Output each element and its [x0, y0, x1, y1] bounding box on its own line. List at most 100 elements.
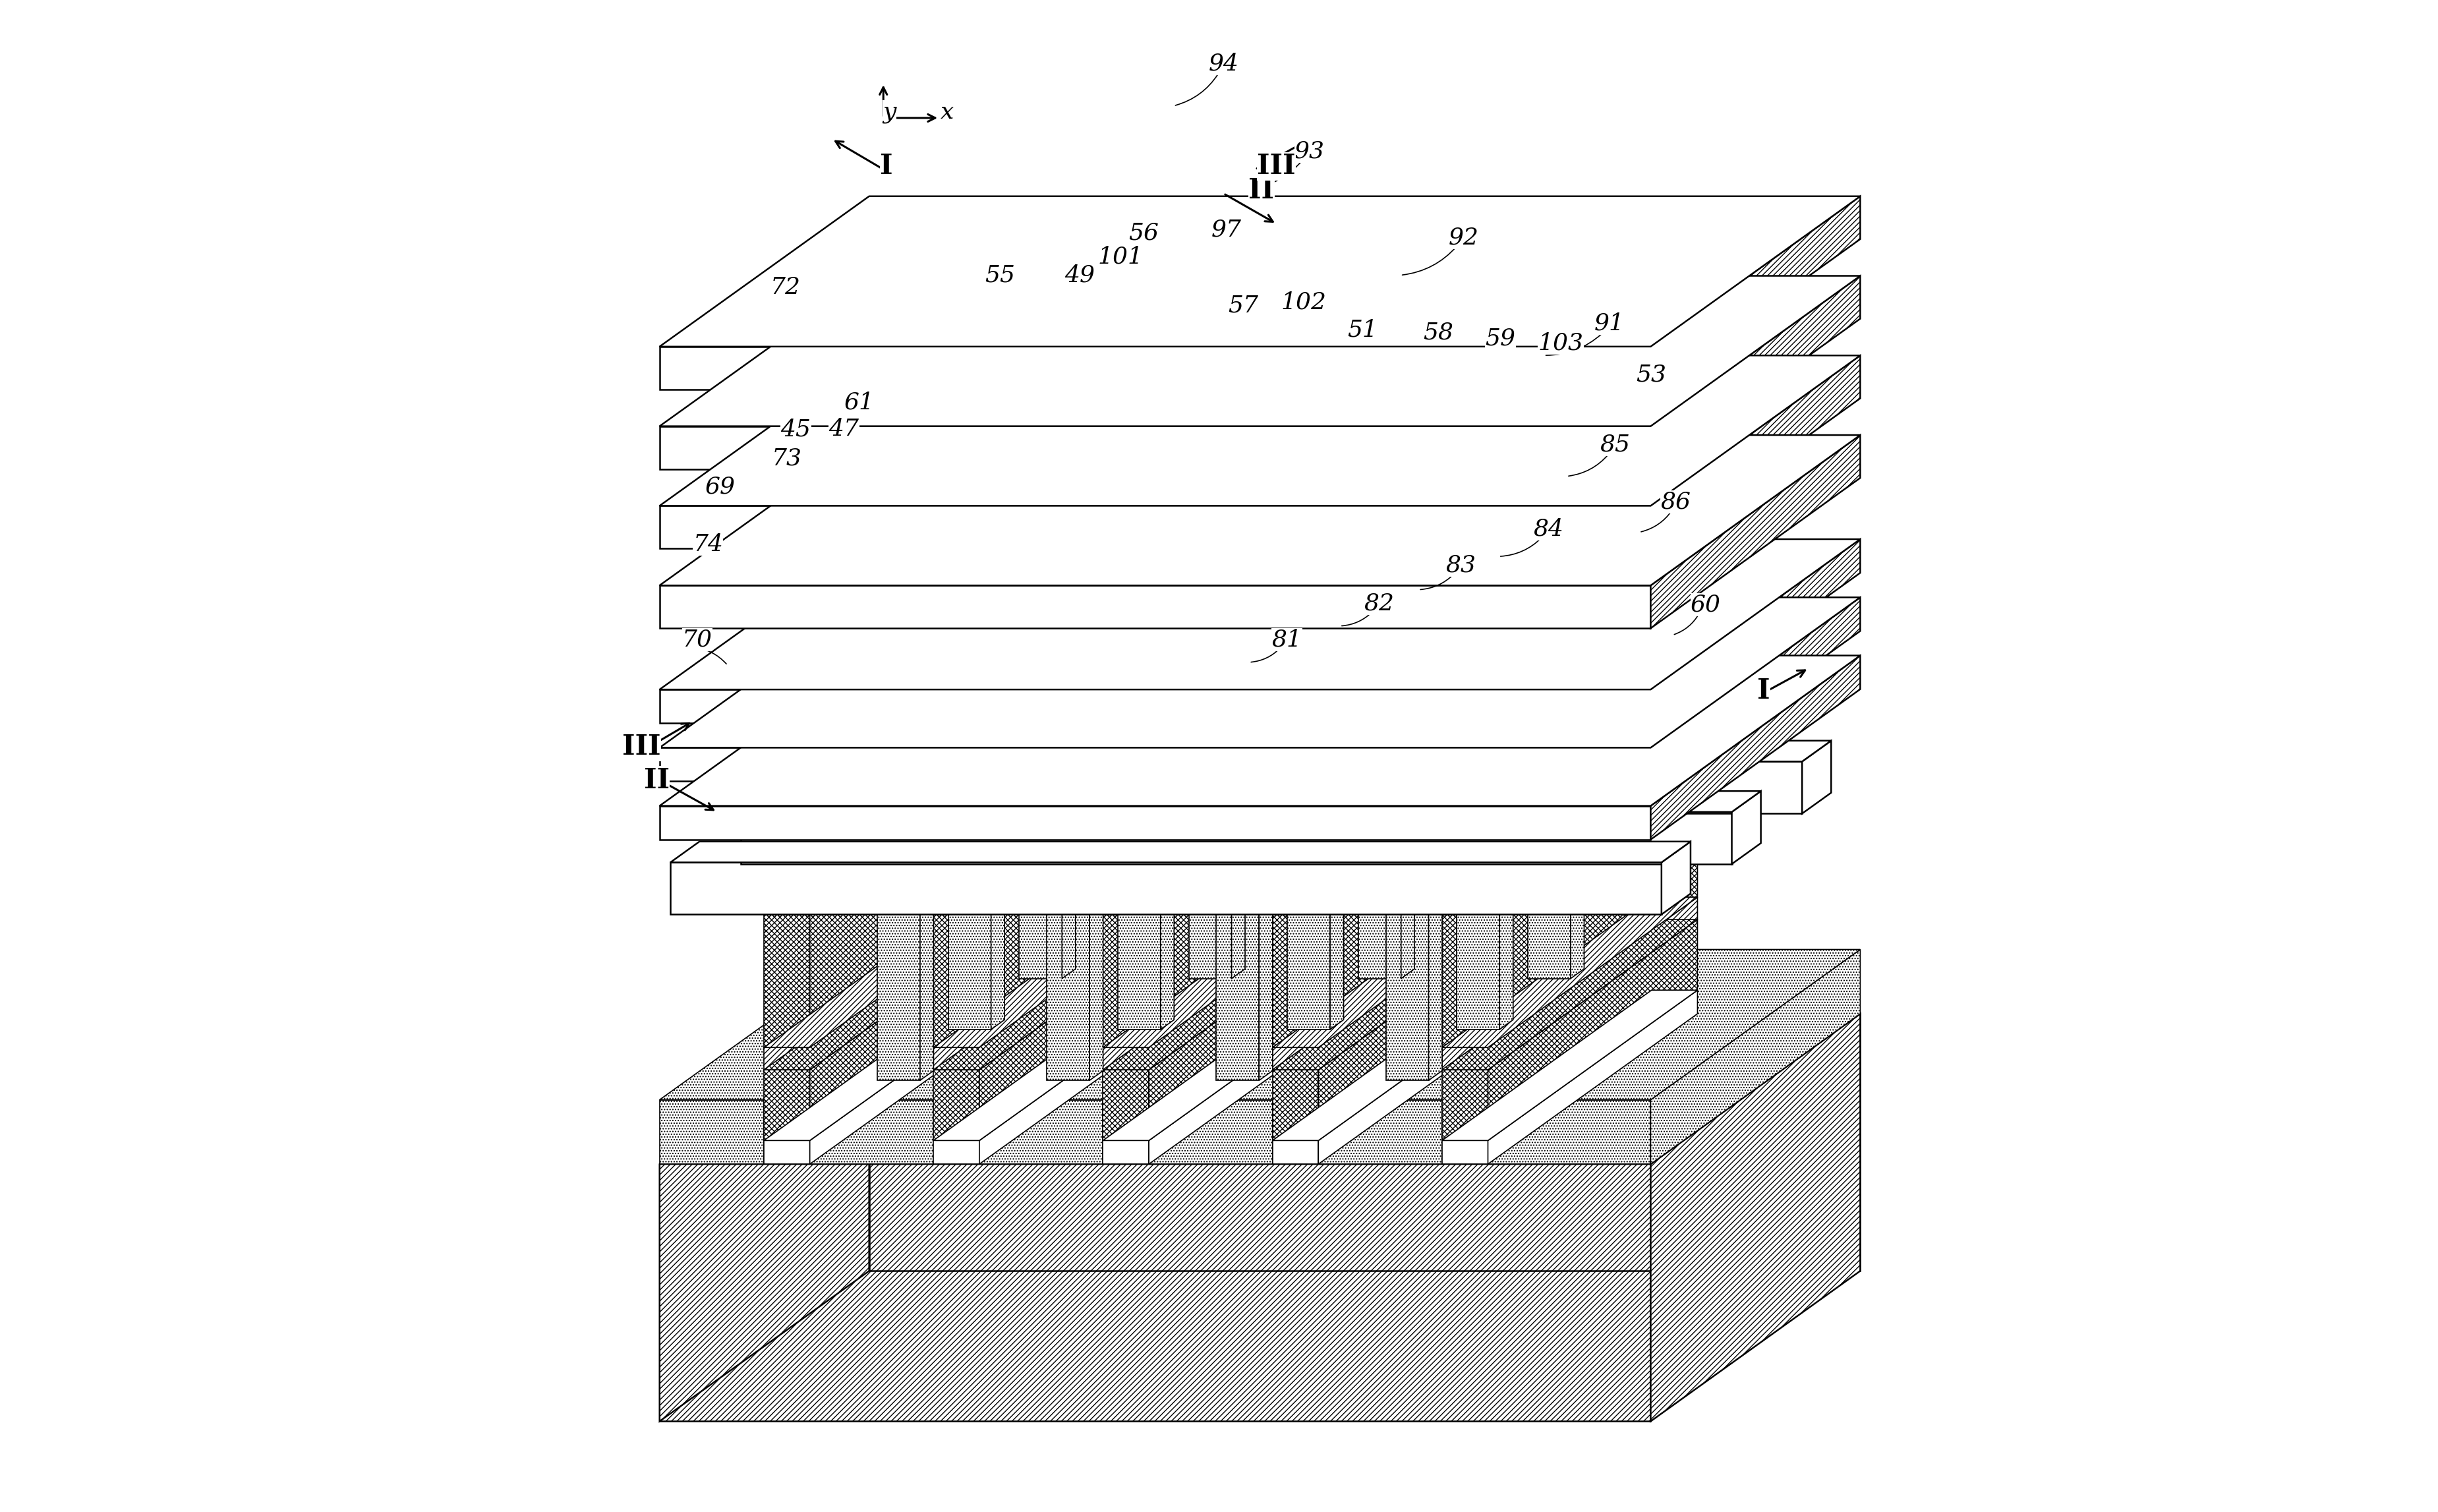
Text: y: y: [883, 101, 897, 122]
Polygon shape: [763, 854, 809, 915]
Polygon shape: [980, 1099, 1102, 1164]
Polygon shape: [670, 862, 1660, 915]
Text: III: III: [622, 733, 661, 761]
Text: 51: 51: [1348, 319, 1377, 340]
Polygon shape: [661, 1099, 763, 1164]
Polygon shape: [1117, 851, 1160, 1030]
Polygon shape: [934, 1048, 980, 1070]
Polygon shape: [1487, 764, 1697, 1048]
Polygon shape: [1148, 897, 1358, 1070]
Polygon shape: [1019, 791, 1075, 801]
Polygon shape: [1385, 903, 1429, 1081]
Polygon shape: [661, 197, 1860, 346]
Text: 97: 97: [1212, 219, 1241, 240]
Polygon shape: [661, 950, 973, 1099]
Polygon shape: [1160, 842, 1175, 1030]
Polygon shape: [1358, 791, 1414, 801]
Polygon shape: [763, 764, 1019, 915]
Text: 45: 45: [780, 419, 812, 440]
Polygon shape: [1319, 990, 1529, 1164]
Polygon shape: [934, 897, 1190, 1048]
Polygon shape: [661, 435, 1860, 585]
Polygon shape: [1319, 950, 1651, 1099]
Polygon shape: [1441, 854, 1487, 915]
Polygon shape: [1441, 1070, 1487, 1140]
Polygon shape: [934, 764, 1190, 915]
Polygon shape: [1385, 894, 1443, 903]
Polygon shape: [809, 990, 1019, 1164]
Polygon shape: [1487, 897, 1697, 1070]
Polygon shape: [741, 812, 1731, 863]
Polygon shape: [809, 950, 1143, 1099]
Polygon shape: [661, 275, 1860, 426]
Polygon shape: [1273, 990, 1529, 1140]
Polygon shape: [1063, 791, 1075, 978]
Polygon shape: [1258, 894, 1273, 1081]
Polygon shape: [878, 894, 934, 903]
Text: 94: 94: [1209, 53, 1239, 74]
Polygon shape: [1273, 915, 1319, 1048]
Text: 61: 61: [844, 392, 875, 413]
Text: I: I: [1758, 677, 1770, 705]
Text: 58: 58: [1424, 322, 1453, 343]
Polygon shape: [980, 897, 1190, 1070]
Polygon shape: [661, 540, 1860, 689]
Polygon shape: [1402, 791, 1414, 978]
Polygon shape: [661, 1013, 868, 1421]
Polygon shape: [1102, 990, 1358, 1140]
Polygon shape: [1802, 741, 1831, 813]
Text: 103: 103: [1538, 333, 1582, 354]
Text: 73: 73: [770, 448, 802, 469]
Polygon shape: [763, 1140, 809, 1164]
Polygon shape: [1046, 894, 1102, 903]
Polygon shape: [1190, 801, 1231, 978]
Text: 49: 49: [1065, 265, 1095, 286]
Polygon shape: [763, 1048, 809, 1070]
Text: 70: 70: [683, 629, 712, 650]
Polygon shape: [1273, 1070, 1319, 1140]
Polygon shape: [763, 950, 973, 1164]
Polygon shape: [878, 903, 919, 1081]
Polygon shape: [1273, 919, 1529, 1070]
Polygon shape: [763, 897, 1019, 1048]
Polygon shape: [934, 950, 1143, 1164]
Polygon shape: [934, 915, 980, 1048]
Text: 81: 81: [1273, 629, 1302, 650]
Polygon shape: [1441, 990, 1697, 1140]
Polygon shape: [934, 1140, 980, 1164]
Polygon shape: [934, 919, 1190, 1070]
Polygon shape: [809, 705, 1019, 915]
Polygon shape: [934, 990, 1190, 1140]
Text: 72: 72: [770, 277, 800, 298]
Polygon shape: [1273, 1140, 1319, 1164]
Text: 85: 85: [1599, 434, 1631, 455]
Polygon shape: [1651, 275, 1860, 469]
Polygon shape: [1651, 435, 1860, 629]
Polygon shape: [812, 741, 1831, 762]
Text: 60: 60: [1690, 594, 1721, 615]
Text: 82: 82: [1365, 593, 1395, 614]
Polygon shape: [1319, 705, 1529, 915]
Polygon shape: [1651, 1013, 1860, 1421]
Polygon shape: [1148, 919, 1358, 1140]
Polygon shape: [1660, 842, 1690, 915]
Polygon shape: [934, 1070, 980, 1140]
Polygon shape: [1287, 851, 1331, 1030]
Polygon shape: [1102, 705, 1358, 854]
Polygon shape: [1487, 919, 1697, 1140]
Text: 56: 56: [1129, 222, 1158, 243]
Text: 69: 69: [705, 476, 736, 497]
Polygon shape: [1651, 197, 1860, 390]
Polygon shape: [661, 689, 1651, 723]
Polygon shape: [661, 656, 1860, 806]
Polygon shape: [661, 806, 1651, 839]
Polygon shape: [990, 842, 1004, 1030]
Polygon shape: [1148, 990, 1358, 1164]
Polygon shape: [1570, 791, 1585, 978]
Polygon shape: [1441, 1140, 1487, 1164]
Polygon shape: [661, 355, 1860, 507]
Polygon shape: [670, 842, 1690, 862]
Polygon shape: [1273, 897, 1529, 1048]
Polygon shape: [1441, 950, 1651, 1164]
Polygon shape: [934, 854, 980, 915]
